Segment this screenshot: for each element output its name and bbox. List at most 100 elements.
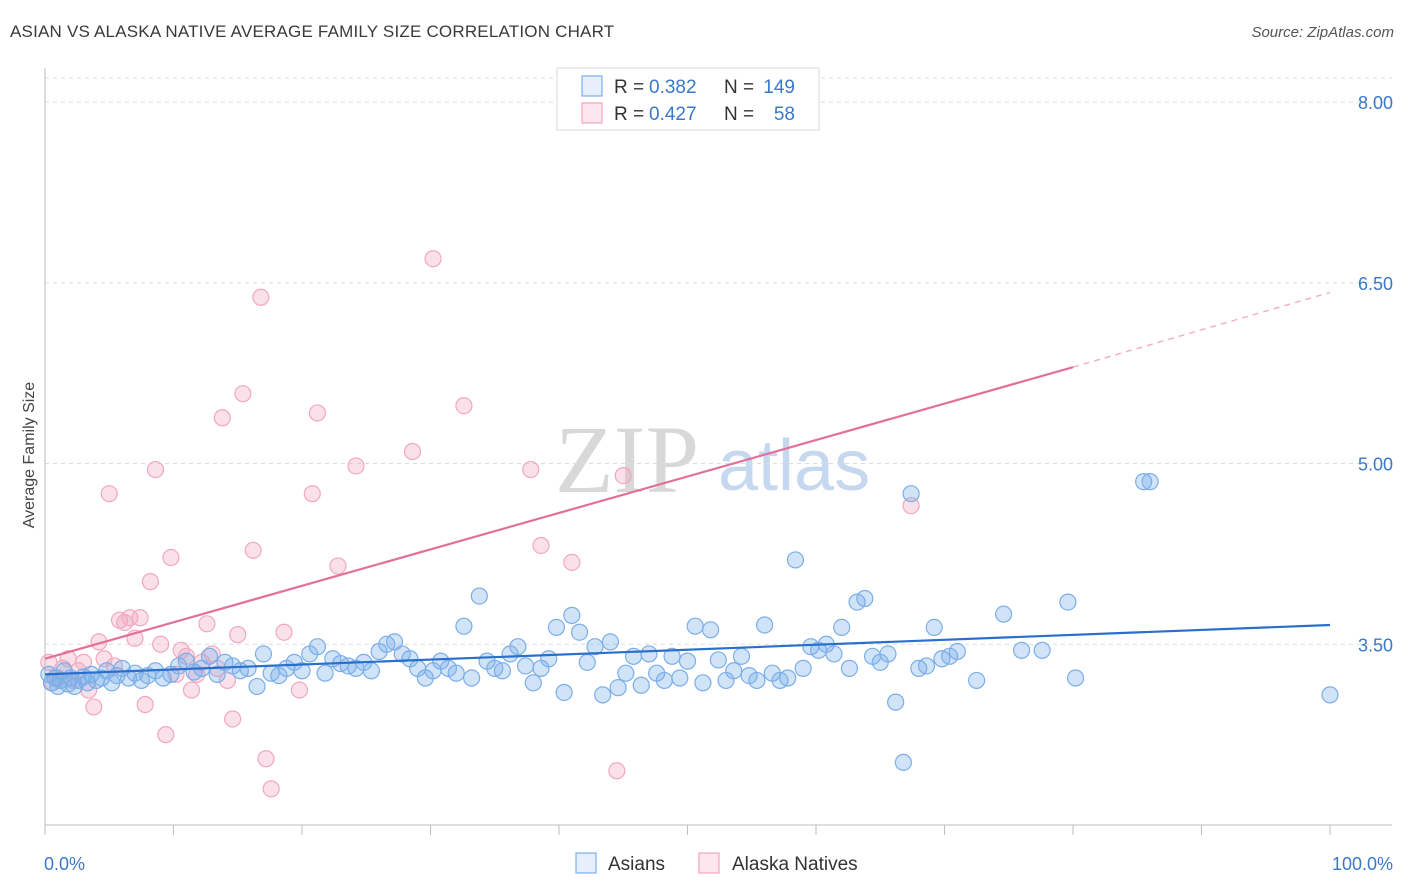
point-alaska-native xyxy=(224,710,242,728)
series-alaska-natives xyxy=(40,250,920,798)
point-asian xyxy=(547,618,566,637)
point-alaska-native xyxy=(152,635,170,653)
point-asian xyxy=(995,605,1013,623)
chart-source: Source: ZipAtlas.com xyxy=(1251,24,1394,41)
series-asians xyxy=(40,473,1339,771)
x-tick-label-min: 0.0% xyxy=(44,854,85,874)
point-asian xyxy=(200,647,219,665)
point-alaska-native xyxy=(198,615,216,633)
stats-legend-r-value: 0.382 xyxy=(649,77,697,98)
point-asian xyxy=(779,669,797,687)
point-asian xyxy=(516,657,535,675)
point-asian xyxy=(570,623,589,641)
point-alaska-native xyxy=(182,681,201,699)
point-asian xyxy=(1321,686,1339,704)
point-alaska-native xyxy=(424,250,442,268)
trend-alaska-natives-extension xyxy=(1072,291,1331,368)
watermark-zip: ZIP xyxy=(555,406,699,513)
point-asian xyxy=(1141,473,1159,491)
point-asian xyxy=(755,616,774,634)
point-asian xyxy=(632,676,650,694)
legend-swatch-alaska-natives xyxy=(698,852,720,874)
point-asian xyxy=(586,638,604,656)
point-alaska-native xyxy=(131,609,149,627)
point-alaska-native xyxy=(252,288,270,306)
point-alaska-native xyxy=(157,726,175,744)
legend-label-asians: Asians xyxy=(608,854,665,875)
stats-legend-n-value: 58 xyxy=(774,104,795,125)
point-asian xyxy=(856,589,874,608)
point-alaska-native xyxy=(244,541,262,559)
point-asian xyxy=(254,645,273,663)
y-tick-label: 5.00 xyxy=(1358,455,1393,475)
point-alaska-native xyxy=(455,397,473,415)
point-asian xyxy=(463,669,481,687)
point-alaska-native xyxy=(213,409,231,427)
point-asian xyxy=(126,664,144,682)
point-asian xyxy=(902,485,920,503)
point-asian xyxy=(563,606,581,624)
point-asian xyxy=(894,753,912,771)
stats-legend: R = 0.382 N = 149 R = 0.427 N = 58 xyxy=(556,67,820,131)
point-asian xyxy=(663,647,681,665)
point-asian xyxy=(1033,641,1051,659)
point-alaska-native xyxy=(614,466,632,485)
grid: 3.50 5.00 6.50 8.00 xyxy=(45,77,1393,655)
point-asian xyxy=(694,674,712,692)
point-asian xyxy=(617,664,635,682)
watermark-atlas: atlas xyxy=(718,426,870,506)
y-tick-label: 8.00 xyxy=(1358,93,1393,113)
point-alaska-native xyxy=(100,485,118,503)
y-tick-label: 6.50 xyxy=(1358,274,1393,294)
point-alaska-native xyxy=(522,460,540,479)
point-asian xyxy=(239,659,257,677)
stats-legend-r-value: 0.427 xyxy=(649,104,697,125)
point-asian xyxy=(555,683,573,702)
point-asian xyxy=(925,618,943,637)
point-asian xyxy=(655,671,673,690)
stats-legend-n-value: 149 xyxy=(763,77,795,98)
point-asian xyxy=(316,664,334,682)
point-alaska-native xyxy=(275,623,293,641)
point-asian xyxy=(362,662,380,680)
stats-legend-n-label: N = xyxy=(724,77,754,98)
point-alaska-native xyxy=(116,613,134,632)
point-alaska-native xyxy=(303,485,321,503)
point-asian xyxy=(702,621,720,639)
point-alaska-native xyxy=(74,653,93,671)
point-asian xyxy=(968,671,986,690)
point-alaska-native xyxy=(329,557,347,575)
point-asian xyxy=(470,587,488,605)
point-alaska-native xyxy=(85,698,103,716)
stats-legend-swatch xyxy=(581,75,603,97)
point-asian xyxy=(833,618,851,637)
point-asian xyxy=(208,665,226,683)
stats-legend-r-label: R = xyxy=(614,104,644,125)
point-asian xyxy=(794,659,812,677)
point-asian xyxy=(509,638,527,656)
stats-legend-swatch xyxy=(581,102,603,124)
point-alaska-native xyxy=(563,553,581,571)
watermark: ZIP atlas xyxy=(555,406,870,513)
point-asian xyxy=(293,662,311,680)
point-alaska-native xyxy=(234,385,252,403)
point-alaska-native xyxy=(162,548,180,567)
legend-label-alaska-natives: Alaska Natives xyxy=(732,854,858,875)
trend-alaska-natives xyxy=(44,366,1074,660)
point-asian xyxy=(594,686,612,704)
axes: 0.0% 100.0% xyxy=(44,68,1393,874)
point-asian xyxy=(578,653,596,671)
point-asian xyxy=(840,659,859,677)
point-asian xyxy=(678,652,697,670)
point-alaska-native xyxy=(902,497,920,515)
point-asian xyxy=(248,677,266,696)
series-legend: Asians Alaska Natives xyxy=(575,852,858,875)
point-asian xyxy=(948,642,966,661)
point-asian xyxy=(601,633,620,651)
point-asian xyxy=(540,650,558,668)
y-tick-label: 3.50 xyxy=(1358,635,1393,655)
point-alaska-native xyxy=(403,442,422,461)
point-alaska-native xyxy=(608,762,626,780)
point-asian xyxy=(709,651,727,669)
